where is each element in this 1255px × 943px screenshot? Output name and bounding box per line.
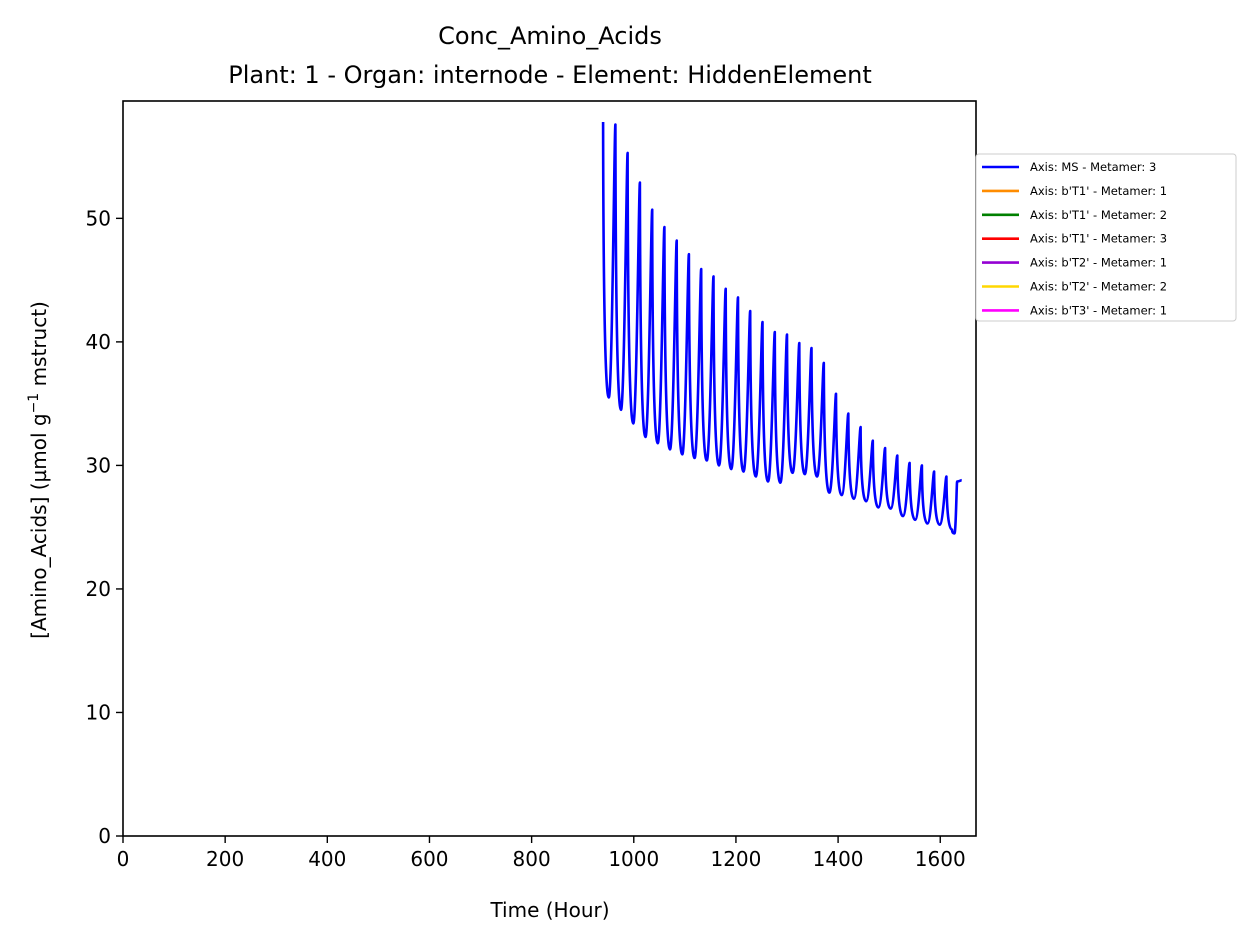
y-tick-label: 50 bbox=[86, 206, 111, 230]
y-axis: 0 10 20 30 40 50 bbox=[86, 206, 123, 848]
x-axis: 0 200 400 600 800 1000 1200 1400 1600 bbox=[117, 836, 966, 871]
legend-label: Axis: b'T1' - Metamer: 1 bbox=[1030, 184, 1167, 198]
legend-label: Axis: b'T2' - Metamer: 2 bbox=[1030, 280, 1167, 294]
legend-label: Axis: b'T1' - Metamer: 3 bbox=[1030, 232, 1167, 246]
x-tick-label: 0 bbox=[117, 847, 130, 871]
x-tick-label: 1000 bbox=[608, 847, 659, 871]
legend: Axis: MS - Metamer: 3 Axis: b'T1' - Metam… bbox=[975, 153, 1237, 322]
chart-subtitle: Plant: 1 - Organ: internode - Element: H… bbox=[228, 61, 872, 89]
legend-label: Axis: b'T3' - Metamer: 1 bbox=[1030, 303, 1167, 317]
x-tick-label: 200 bbox=[206, 847, 244, 871]
x-axis-label: Time (Hour) bbox=[489, 898, 609, 922]
y-tick-label: 0 bbox=[98, 824, 111, 848]
legend-label: Axis: b'T2' - Metamer: 1 bbox=[1030, 256, 1167, 270]
x-tick-label: 1400 bbox=[813, 847, 864, 871]
y-tick-label: 10 bbox=[86, 700, 111, 724]
x-tick-label: 400 bbox=[308, 847, 346, 871]
x-tick-label: 600 bbox=[410, 847, 448, 871]
y-tick-label: 20 bbox=[86, 577, 111, 601]
x-tick-label: 1200 bbox=[710, 847, 761, 871]
legend-label: Axis: MS - Metamer: 3 bbox=[1030, 160, 1156, 174]
legend-box bbox=[975, 153, 1237, 322]
plot-frame bbox=[122, 100, 977, 837]
x-tick-label: 1600 bbox=[915, 847, 966, 871]
series-line-0 bbox=[601, 121, 962, 535]
y-axis-label: [Amino_Acids] (µmol g−1 mstruct) bbox=[26, 301, 51, 639]
y-tick-label: 40 bbox=[86, 330, 111, 354]
legend-label: Axis: b'T1' - Metamer: 2 bbox=[1030, 208, 1167, 222]
chart-title: Conc_Amino_Acids bbox=[438, 22, 662, 50]
x-tick-label: 800 bbox=[513, 847, 551, 871]
plot-lines bbox=[601, 121, 962, 535]
y-tick-label: 30 bbox=[86, 453, 111, 477]
